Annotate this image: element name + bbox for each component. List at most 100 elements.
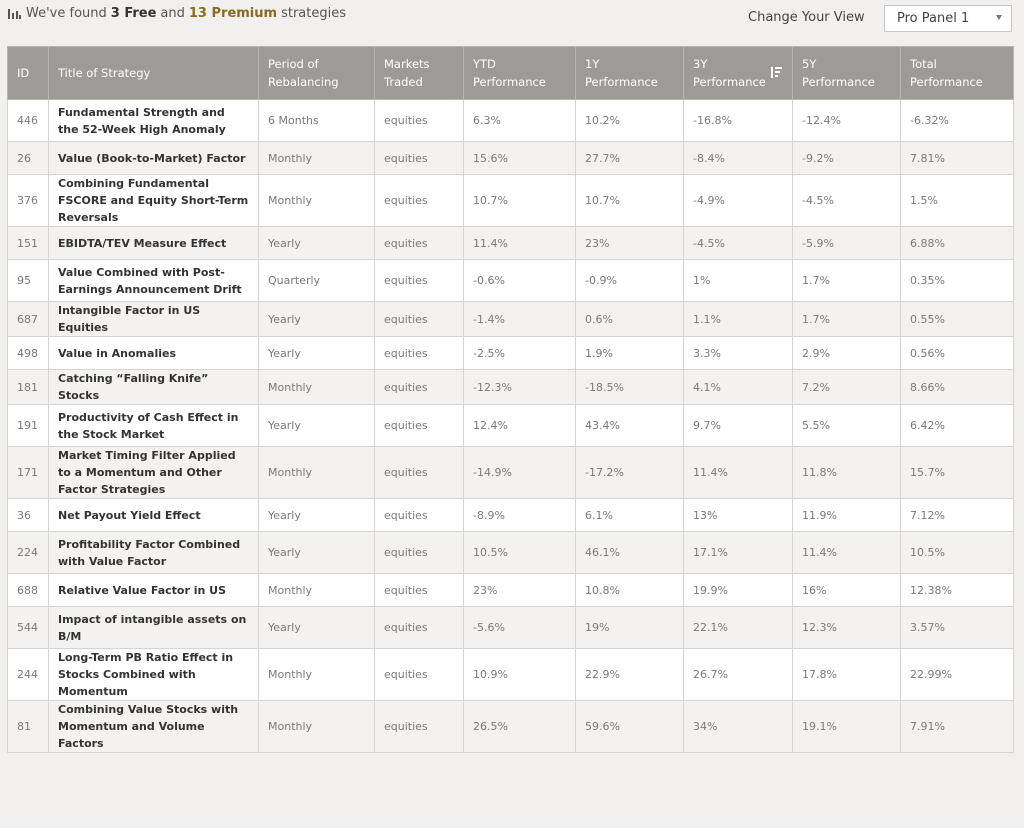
cell-title[interactable]: Combining Fundamental FSCORE and Equity … <box>48 174 259 227</box>
table-row[interactable]: 36 Net Payout Yield Effect Yearly equities -… <box>7 498 1014 532</box>
cell-title[interactable]: Long-Term PB Ratio Effect in Stocks Comb… <box>48 648 259 701</box>
cell-y5: 11.8% <box>792 446 901 499</box>
cell-period: Quarterly <box>258 259 375 302</box>
cell-total: 0.35% <box>900 259 1014 302</box>
cell-total: 8.66% <box>900 369 1014 405</box>
cell-markets: equities <box>374 531 464 574</box>
col-markets-header[interactable]: Markets Traded <box>374 46 464 100</box>
cell-y5: 17.8% <box>792 648 901 701</box>
col-id-header[interactable]: ID <box>7 46 49 100</box>
cell-total: 6.42% <box>900 404 1014 447</box>
cell-y1: 0.6% <box>575 301 684 337</box>
cell-y3: -4.9% <box>683 174 793 227</box>
cell-title[interactable]: Catching “Falling Knife” Stocks <box>48 369 259 405</box>
cell-y5: -9.2% <box>792 141 901 175</box>
cell-title[interactable]: Profitability Factor Combined with Value… <box>48 531 259 574</box>
sort-descending-icon[interactable] <box>770 67 782 78</box>
col-1y-header-label: 1Y Performance <box>585 57 658 89</box>
cell-title[interactable]: Relative Value Factor in US <box>48 573 259 607</box>
cell-y5: 12.3% <box>792 606 901 649</box>
cell-title[interactable]: Combining Value Stocks with Momentum and… <box>48 700 259 753</box>
found-and: and <box>160 6 185 21</box>
view-select[interactable]: Pro Panel 1 <box>884 5 1012 32</box>
cell-title[interactable]: Impact of intangible assets on B/M <box>48 606 259 649</box>
cell-markets: equities <box>374 336 464 370</box>
table-row[interactable]: 26 Value (Book-to-Market) Factor Monthly eq… <box>7 141 1014 175</box>
cell-y5: 16% <box>792 573 901 607</box>
found-prefix: We've found <box>26 6 107 21</box>
table-body: 446 Fundamental Strength and the 52-Week … <box>7 99 1014 753</box>
table-row[interactable]: 171 Market Timing Filter Applied to a Mom… <box>7 446 1014 499</box>
col-title-header[interactable]: Title of Strategy <box>48 46 259 100</box>
col-total-header[interactable]: Total Performance <box>900 46 1014 100</box>
cell-ytd: -5.6% <box>463 606 576 649</box>
cell-markets: equities <box>374 446 464 499</box>
cell-id: 376 <box>7 174 49 227</box>
cell-y1: 22.9% <box>575 648 684 701</box>
cell-ytd: 10.9% <box>463 648 576 701</box>
table-row[interactable]: 376 Combining Fundamental FSCORE and Equi… <box>7 174 1014 227</box>
results-toolbar: We've found 3 Free and 13 Premium strate… <box>0 0 1024 40</box>
table-row[interactable]: 224 Profitability Factor Combined with Va… <box>7 531 1014 574</box>
cell-period: Yearly <box>258 531 375 574</box>
table-row[interactable]: 446 Fundamental Strength and the 52-Week … <box>7 99 1014 142</box>
results-summary: We've found 3 Free and 13 Premium strate… <box>8 6 346 21</box>
cell-y1: -17.2% <box>575 446 684 499</box>
cell-ytd: 26.5% <box>463 700 576 753</box>
cell-id: 191 <box>7 404 49 447</box>
cell-title[interactable]: Market Timing Filter Applied to a Moment… <box>48 446 259 499</box>
col-5y-header[interactable]: 5Y Performance <box>792 46 901 100</box>
cell-ytd: -14.9% <box>463 446 576 499</box>
cell-y1: 46.1% <box>575 531 684 574</box>
cell-ytd: -1.4% <box>463 301 576 337</box>
col-ytd-header[interactable]: YTD Performance <box>463 46 576 100</box>
cell-y5: -5.9% <box>792 226 901 260</box>
cell-title[interactable]: Value in Anomalies <box>48 336 259 370</box>
cell-ytd: 23% <box>463 573 576 607</box>
col-3y-header-label: 3Y Performance <box>693 57 766 89</box>
table-row[interactable]: 181 Catching “Falling Knife” Stocks Monthl… <box>7 369 1014 405</box>
cell-period: Yearly <box>258 226 375 260</box>
cell-total: -6.32% <box>900 99 1014 142</box>
cell-markets: equities <box>374 648 464 701</box>
col-ytd-header-label: YTD Performance <box>473 57 546 89</box>
cell-y1: 59.6% <box>575 700 684 753</box>
col-markets-header-label: Markets Traded <box>384 57 430 89</box>
table-row[interactable]: 95 Value Combined with Post-Earnings Anno… <box>7 259 1014 302</box>
cell-total: 10.5% <box>900 531 1014 574</box>
table-row[interactable]: 191 Productivity of Cash Effect in the St… <box>7 404 1014 447</box>
table-row[interactable]: 688 Relative Value Factor in US Monthly equ… <box>7 573 1014 607</box>
table-row[interactable]: 498 Value in Anomalies Yearly equities -2.5%… <box>7 336 1014 370</box>
cell-y5: 11.9% <box>792 498 901 532</box>
premium-count: 13 Premium <box>188 6 278 21</box>
cell-title[interactable]: Productivity of Cash Effect in the Stock… <box>48 404 259 447</box>
table-row[interactable]: 244 Long-Term PB Ratio Effect in Stocks C… <box>7 648 1014 701</box>
table-row[interactable]: 81 Combining Value Stocks with Momentum a… <box>7 700 1014 753</box>
cell-total: 6.88% <box>900 226 1014 260</box>
cell-title[interactable]: Value Combined with Post-Earnings Announ… <box>48 259 259 302</box>
table-row[interactable]: 151 EBIDTA/TEV Measure Effect Yearly equiti… <box>7 226 1014 260</box>
cell-id: 181 <box>7 369 49 405</box>
cell-title[interactable]: EBIDTA/TEV Measure Effect <box>48 226 259 260</box>
cell-markets: equities <box>374 259 464 302</box>
col-period-header[interactable]: Period of Rebalancing <box>258 46 375 100</box>
cell-title[interactable]: Fundamental Strength and the 52-Week Hig… <box>48 99 259 142</box>
cell-markets: equities <box>374 301 464 337</box>
cell-title[interactable]: Intangible Factor in US Equities <box>48 301 259 337</box>
col-1y-header[interactable]: 1Y Performance <box>575 46 684 100</box>
cell-ytd: -2.5% <box>463 336 576 370</box>
cell-title[interactable]: Net Payout Yield Effect <box>48 498 259 532</box>
cell-total: 15.7% <box>900 446 1014 499</box>
cell-ytd: 15.6% <box>463 141 576 175</box>
table-row[interactable]: 544 Impact of intangible assets on B/M Yea… <box>7 606 1014 649</box>
cell-y3: 3.3% <box>683 336 793 370</box>
col-3y-header[interactable]: 3Y Performance <box>683 46 793 100</box>
cell-y5: 5.5% <box>792 404 901 447</box>
cell-markets: equities <box>374 700 464 753</box>
cell-ytd: -12.3% <box>463 369 576 405</box>
cell-ytd: -8.9% <box>463 498 576 532</box>
cell-title[interactable]: Value (Book-to-Market) Factor <box>48 141 259 175</box>
cell-y3: 34% <box>683 700 793 753</box>
table-row[interactable]: 687 Intangible Factor in US Equities Yearl… <box>7 301 1014 337</box>
cell-total: 3.57% <box>900 606 1014 649</box>
